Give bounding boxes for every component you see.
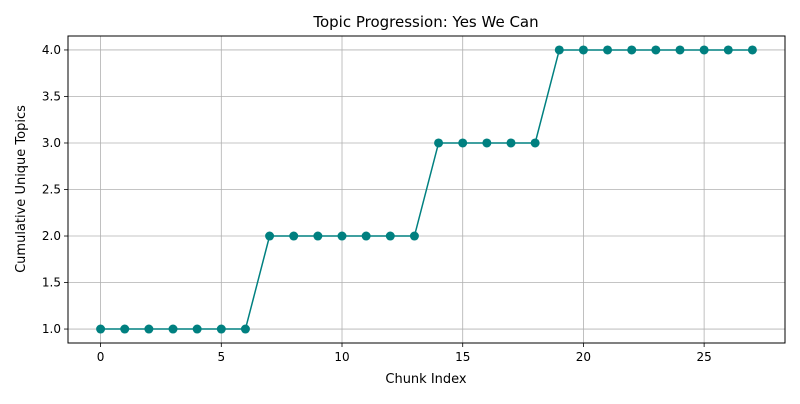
data-point	[434, 138, 444, 148]
chart-title: Topic Progression: Yes We Can	[312, 13, 538, 31]
series-line	[100, 49, 753, 330]
data-point	[482, 138, 492, 148]
data-point	[747, 45, 757, 55]
data-point	[699, 45, 709, 55]
y-tick-label: 1.0	[42, 322, 61, 336]
data-point	[530, 138, 540, 148]
series-layer	[96, 45, 757, 334]
x-tick-label: 20	[576, 350, 591, 364]
x-tick-label: 10	[334, 350, 349, 364]
data-point	[265, 231, 275, 241]
data-point	[313, 231, 323, 241]
y-tick-label: 3.0	[42, 136, 61, 150]
data-point	[603, 45, 613, 55]
data-point	[651, 45, 661, 55]
y-tick-label: 2.5	[42, 183, 61, 197]
x-tick-label: 5	[217, 350, 225, 364]
data-point	[409, 231, 419, 241]
data-point	[385, 231, 395, 241]
y-tick-label: 2.0	[42, 229, 61, 243]
data-point	[337, 231, 347, 241]
y-tick-label: 1.5	[42, 276, 61, 290]
data-point	[578, 45, 588, 55]
data-point	[627, 45, 637, 55]
x-tick-label: 25	[696, 350, 711, 364]
data-point	[289, 231, 299, 241]
data-point	[120, 324, 130, 334]
data-point	[168, 324, 178, 334]
data-point	[675, 45, 685, 55]
data-point	[361, 231, 371, 241]
data-point	[554, 45, 564, 55]
data-point	[506, 138, 516, 148]
data-point	[192, 324, 202, 334]
ticks-layer: 0 5 10 15 20 25 1.0 1.5 2.0 2.5 3.0 3.5 4.0	[42, 43, 712, 364]
y-tick-label: 4.0	[42, 43, 61, 57]
x-tick-label: 0	[97, 350, 105, 364]
data-point	[458, 138, 468, 148]
y-axis-label: Cumulative Unique Topics	[14, 105, 29, 273]
data-point	[216, 324, 226, 334]
data-point	[723, 45, 733, 55]
y-tick-label: 3.5	[42, 89, 61, 103]
x-tick-label: 15	[455, 350, 470, 364]
data-point	[144, 324, 154, 334]
data-point	[240, 324, 250, 334]
x-axis-label: Chunk Index	[385, 372, 467, 387]
data-point	[96, 324, 106, 334]
